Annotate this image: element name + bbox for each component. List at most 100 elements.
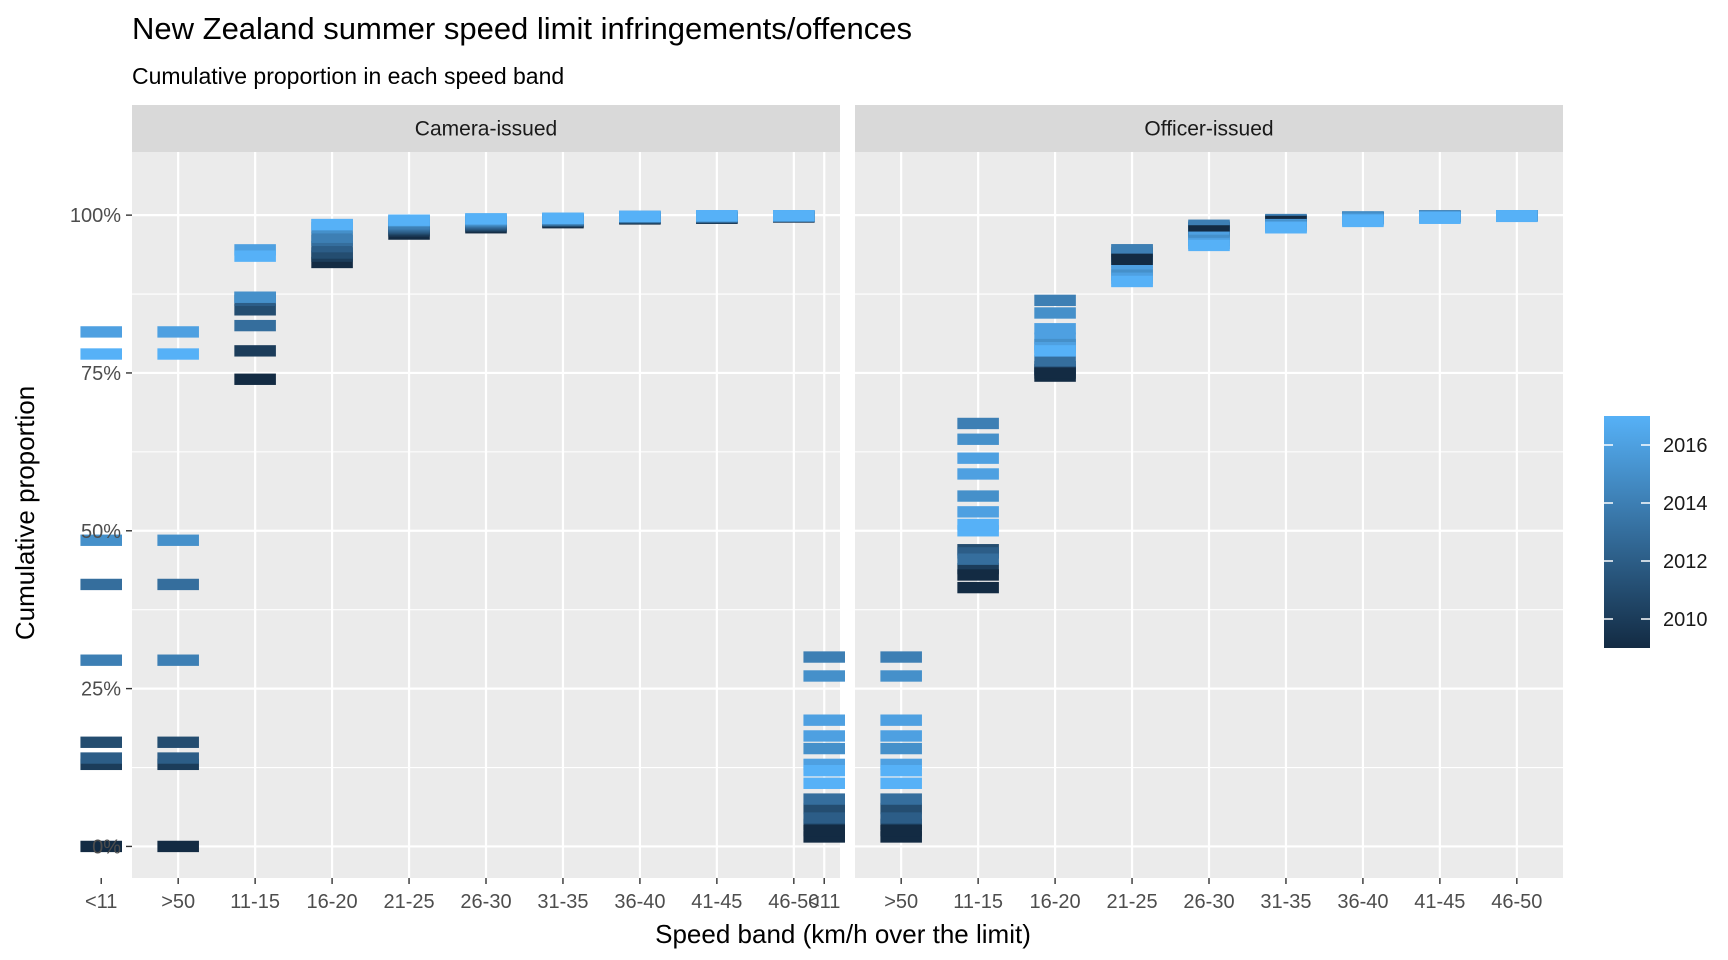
x-tick-label: 11-15 [230,891,280,913]
y-axis: 0% 25% 50% 75% 100% [70,205,132,858]
x-tick-label: 26-30 [1183,891,1234,913]
data-tile [880,730,922,742]
data-tile [311,231,353,243]
data-tile [1188,225,1230,237]
data-tile [1034,294,1076,307]
data-tile [880,824,922,837]
data-tile [880,802,922,815]
data-tile [803,793,845,805]
data-tile [1265,222,1307,234]
data-tile [619,210,661,223]
data-tile [1496,210,1538,222]
data-tile [1034,307,1076,319]
legend-label: 2012 [1663,551,1708,573]
y-tick-label: 50% [81,521,121,543]
data-tile [880,777,922,789]
y-tick-label: 75% [81,363,121,385]
data-tile [880,812,922,824]
data-tile [1111,244,1153,256]
x-tick-label: 46-50 [768,891,819,913]
x-axes: <11 >50 11-15 16-20 21-25 26-30 31-35 36-40 41-4… [85,878,1542,913]
data-tile [388,214,430,226]
facet-strip [132,105,840,152]
data-tile [234,373,276,385]
data-tile [157,840,199,853]
data-tile [1111,275,1153,288]
x-tick-label: 21-25 [383,891,434,913]
data-tile [80,578,122,591]
data-tile [957,433,999,445]
x-tick-label: 31-35 [537,891,588,913]
data-tile [957,525,999,537]
color-legend: 2010 2012 2014 2016 [1604,416,1708,648]
data-tile [957,417,999,430]
x-axis-title: Speed band (km/h over the limit) [655,919,1031,949]
data-tile [880,670,922,682]
tile-layer [80,210,815,853]
data-tile [957,581,999,594]
data-tile [957,562,999,575]
panel-2: Officer-issued [803,105,1563,878]
data-tile [1111,253,1153,266]
x-tick-label: 41-45 [1414,891,1465,913]
legend-label: 2014 [1663,493,1708,515]
data-tile [80,534,122,546]
data-tile [696,210,738,222]
x-tick-label: >50 [161,891,195,913]
chart-title: New Zealand summer speed limit infringem… [132,11,912,46]
data-tile [880,831,922,843]
data-tile [880,818,922,831]
data-tile [957,547,999,559]
chart-subtitle: Cumulative proportion in each speed band [132,63,564,89]
data-tile [957,569,999,581]
data-tile [803,730,845,742]
data-tile [803,714,845,726]
data-tile [1034,367,1076,379]
facet-panels: Camera-issued Officer-issued [80,105,1563,878]
data-tile [1034,354,1076,367]
data-tile [957,452,999,464]
legend-label: 2016 [1663,435,1708,457]
data-tile [157,348,199,360]
data-tile [234,304,276,316]
data-tile [803,824,845,837]
data-tile [803,742,845,755]
legend-label: 2010 [1663,609,1708,631]
x-tick-label: 41-45 [691,891,742,913]
data-tile [880,651,922,663]
data-tile [880,742,922,755]
data-tile [234,319,276,332]
x-tick-label: 16-20 [1030,891,1081,913]
data-tile [803,670,845,682]
data-tile [311,241,353,253]
data-tile [803,758,845,771]
data-tile [234,250,276,262]
data-tile [880,764,922,777]
data-tile [465,213,507,225]
data-tile [157,534,199,546]
x-tick-label: <11 [808,891,840,913]
data-tile [773,210,815,222]
data-tile [880,793,922,805]
x-tick-label: 36-40 [614,891,665,913]
facet-strip-label: Officer-issued [1144,118,1273,141]
x-axis-2: <11 >50 11-15 16-20 21-25 26-30 31-35 36-40 41-4… [808,878,1542,913]
data-tile [157,578,199,591]
data-tile [234,291,276,303]
data-tile [803,764,845,777]
data-tile [1034,323,1076,335]
data-tile [1419,211,1461,224]
data-tile [157,752,199,764]
x-tick-label: 26-30 [460,891,511,913]
data-tile [80,654,122,666]
x-tick-label: 31-35 [1260,891,1311,913]
data-tile [1188,219,1230,231]
data-tile [157,758,199,771]
x-tick-label: 11-15 [953,891,1003,913]
y-tick-label: 0% [92,836,121,858]
x-tick-label: 16-20 [307,891,358,913]
x-tick-label: 36-40 [1337,891,1388,913]
data-tile [957,490,999,502]
data-tile [803,818,845,831]
data-tile [80,736,122,748]
